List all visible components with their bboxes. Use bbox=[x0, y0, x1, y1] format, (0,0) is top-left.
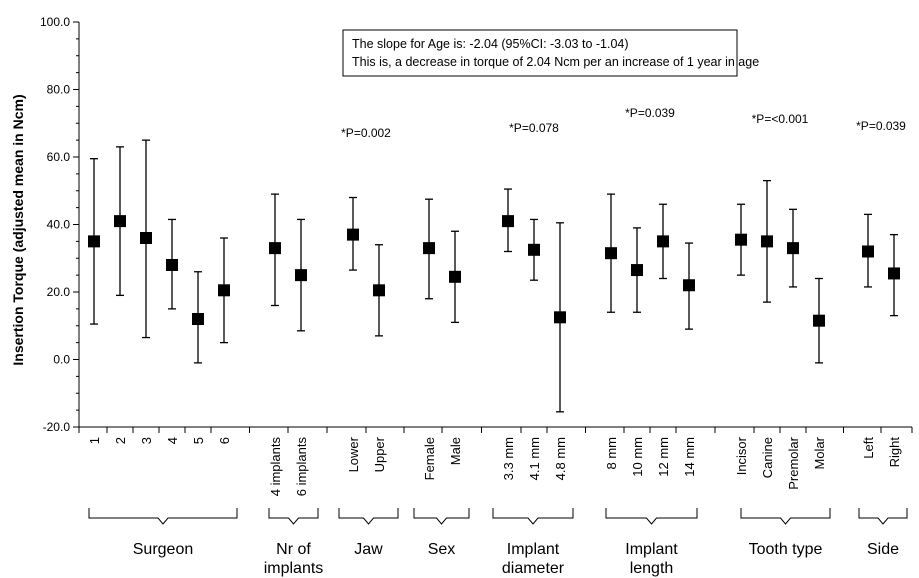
y-tick-label: 80.0 bbox=[47, 83, 71, 97]
group-label: Tooth type bbox=[749, 541, 823, 558]
p-value-label: *P=0.039 bbox=[856, 119, 906, 133]
category-label: Incisor bbox=[734, 436, 749, 475]
mean-marker bbox=[140, 232, 152, 244]
mean-marker bbox=[683, 279, 695, 292]
category-label: 6 bbox=[217, 437, 232, 444]
mean-marker bbox=[735, 233, 747, 246]
group-bracket bbox=[88, 508, 238, 525]
category-label: 2 bbox=[113, 437, 128, 444]
p-value-label: *P=0.002 bbox=[341, 126, 391, 140]
category-label: 10 mm bbox=[630, 437, 645, 477]
category-label: 14 mm bbox=[682, 437, 697, 477]
category-label: 12 mm bbox=[656, 437, 671, 477]
mean-marker bbox=[761, 235, 773, 248]
p-value-label: *P=0.039 bbox=[625, 106, 675, 120]
mean-marker bbox=[605, 247, 617, 260]
category-label: 3 bbox=[139, 437, 154, 444]
annotation-line-2: This is, a decrease in torque of 2.04 Nc… bbox=[352, 55, 759, 69]
y-tick-label: -20.0 bbox=[43, 420, 71, 434]
mean-marker bbox=[192, 313, 204, 325]
mean-marker bbox=[787, 242, 799, 255]
mean-marker bbox=[657, 235, 669, 248]
category-label: 4 implants bbox=[268, 437, 283, 497]
category-label: 4.8 mm bbox=[553, 437, 568, 480]
category-label: Molar bbox=[812, 436, 827, 469]
group-label: Side bbox=[867, 541, 899, 558]
mean-marker bbox=[423, 242, 435, 255]
category-label: Canine bbox=[760, 437, 775, 478]
group-label: length bbox=[630, 560, 674, 577]
group-bracket bbox=[740, 508, 831, 525]
mean-marker bbox=[554, 311, 566, 324]
mean-marker bbox=[449, 270, 461, 283]
p-value-label: *P=<0.001 bbox=[752, 112, 809, 126]
group-label: Sex bbox=[428, 541, 456, 558]
group-label: Nr of bbox=[276, 541, 311, 558]
mean-marker bbox=[528, 243, 540, 256]
mean-marker bbox=[862, 245, 874, 258]
annotation-line-1: The slope for Age is: -2.04 (95%CI: -3.0… bbox=[352, 37, 629, 51]
annotation-frame bbox=[342, 29, 738, 77]
axes: -20.0 0.0 20.0 40.0 60.0 80.0 100.0 bbox=[40, 15, 913, 434]
mean-marker bbox=[813, 314, 825, 327]
mean-marker bbox=[88, 235, 100, 248]
group-bracket bbox=[413, 508, 470, 525]
category-label: Male bbox=[448, 437, 463, 465]
y-tick-label: 20.0 bbox=[47, 285, 71, 299]
y-tick-label: 100.0 bbox=[40, 15, 70, 29]
category-label: 8 mm bbox=[604, 437, 619, 470]
y-tick-label: 40.0 bbox=[47, 218, 71, 232]
category-label: Left bbox=[861, 437, 876, 459]
y-tick-label: 0.0 bbox=[53, 353, 70, 367]
group-label: Implant bbox=[507, 541, 560, 558]
category-label: Female bbox=[422, 437, 437, 480]
category-label: Premolar bbox=[786, 436, 801, 489]
y-axis-label: Insertion Torque (adjusted mean in Ncm) bbox=[10, 94, 26, 365]
category-label: 4 bbox=[165, 437, 180, 444]
group-label: Surgeon bbox=[133, 541, 194, 558]
group-label: diameter bbox=[502, 560, 565, 577]
category-label: Upper bbox=[372, 436, 387, 472]
category-label: 3.3 mm bbox=[501, 437, 516, 480]
mean-marker bbox=[269, 242, 281, 255]
mean-marker bbox=[166, 259, 178, 271]
category-label: 1 bbox=[87, 437, 102, 444]
data-marks bbox=[88, 139, 900, 413]
category-label: Right bbox=[887, 437, 902, 468]
mean-marker bbox=[373, 284, 385, 297]
mean-marker bbox=[631, 264, 643, 277]
category-labels: 1 2 3 4 5 6 Surgeon 4 implants 6 implants Nr of im… bbox=[87, 106, 908, 577]
group-bracket bbox=[605, 508, 698, 525]
group-label: Implant bbox=[625, 541, 678, 558]
annotation-box: The slope for Age is: -2.04 (95%CI: -3.0… bbox=[342, 29, 759, 77]
group-bracket bbox=[268, 508, 319, 525]
mean-marker bbox=[295, 269, 307, 282]
category-label: Lower bbox=[346, 436, 361, 472]
group-bracket bbox=[338, 508, 399, 525]
y-tick-label: 60.0 bbox=[47, 150, 71, 164]
group-label: implants bbox=[264, 560, 324, 577]
mean-marker bbox=[502, 215, 514, 228]
category-label: 5 bbox=[191, 437, 206, 444]
mean-marker bbox=[218, 284, 230, 297]
category-label: 4.1 mm bbox=[527, 437, 542, 480]
group-label: Jaw bbox=[354, 541, 383, 558]
mean-marker bbox=[114, 215, 126, 228]
mean-marker bbox=[888, 267, 900, 280]
group-bracket bbox=[858, 508, 908, 525]
group-bracket bbox=[492, 508, 574, 525]
category-label: 6 implants bbox=[294, 437, 309, 497]
p-value-label: *P=0.078 bbox=[509, 121, 559, 135]
mean-marker bbox=[347, 228, 359, 241]
